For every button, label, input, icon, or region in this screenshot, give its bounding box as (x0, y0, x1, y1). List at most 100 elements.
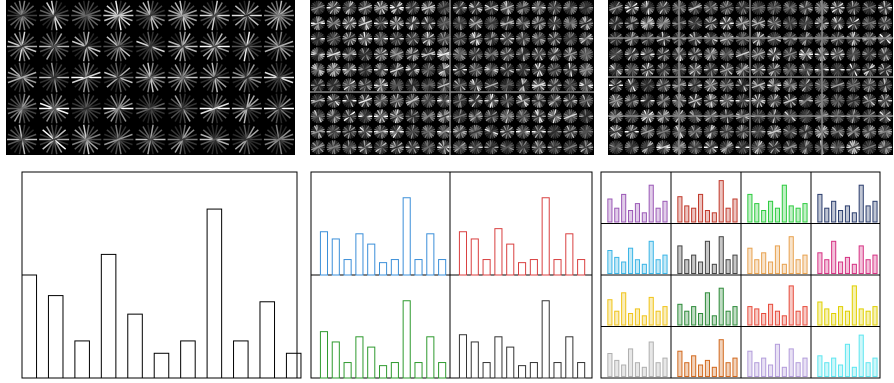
bar (733, 255, 737, 273)
bar (748, 248, 752, 273)
bar (530, 260, 537, 275)
bar (845, 311, 849, 325)
bar (663, 358, 667, 376)
bar (768, 201, 772, 222)
bar (320, 232, 327, 275)
bar (866, 260, 870, 274)
bar (656, 311, 660, 325)
bar (554, 260, 561, 275)
bar (692, 208, 696, 222)
bar (615, 360, 619, 376)
bar (566, 337, 573, 378)
bar (642, 213, 646, 222)
bar (845, 257, 849, 273)
bar (578, 260, 585, 275)
bar (48, 296, 63, 378)
bar (733, 358, 737, 376)
bar (649, 185, 653, 222)
bar (154, 353, 169, 378)
bar (845, 344, 849, 376)
bar (344, 363, 351, 378)
bar (635, 204, 639, 222)
bar (796, 208, 800, 222)
bar (748, 194, 752, 222)
bar (663, 255, 667, 273)
bar (628, 211, 632, 223)
bar (663, 307, 667, 325)
bar (712, 213, 716, 222)
figure (0, 0, 894, 383)
bar (628, 314, 632, 326)
bar (845, 206, 849, 222)
bar (818, 253, 822, 274)
bar (622, 293, 626, 325)
bar (866, 311, 870, 325)
bar (796, 363, 800, 377)
bar (712, 264, 716, 273)
bar (762, 314, 766, 326)
bar (852, 264, 856, 273)
bar (832, 241, 836, 273)
bar (459, 232, 466, 275)
bar (712, 316, 716, 325)
bar (608, 251, 612, 274)
bar (726, 311, 730, 325)
bar (663, 201, 667, 222)
bar (859, 335, 863, 376)
bar (838, 262, 842, 274)
bar (656, 208, 660, 222)
bar (818, 302, 822, 325)
bar (622, 262, 626, 274)
bar (719, 181, 723, 222)
bar (705, 241, 709, 273)
bar (628, 248, 632, 273)
bar (838, 307, 842, 325)
bar (642, 316, 646, 325)
bar (608, 300, 612, 325)
bar (726, 363, 730, 377)
bar (873, 201, 877, 222)
bar (796, 311, 800, 325)
bar (789, 237, 793, 274)
bar (838, 365, 842, 377)
bar (234, 341, 249, 378)
bar (698, 262, 702, 274)
bar (22, 275, 37, 378)
bar (678, 351, 682, 376)
bar (439, 260, 446, 275)
bar (656, 260, 660, 274)
bar (726, 208, 730, 222)
bar (356, 234, 363, 275)
bar (818, 194, 822, 222)
bar (483, 363, 490, 378)
bar (768, 304, 772, 325)
bar (332, 342, 339, 378)
bar (803, 358, 807, 376)
bar (207, 209, 222, 378)
bar (403, 301, 410, 378)
bar (719, 340, 723, 377)
bar (608, 199, 612, 222)
bar (803, 204, 807, 222)
bar (286, 353, 301, 378)
bar (678, 197, 682, 222)
bar (642, 264, 646, 273)
bar (852, 286, 856, 325)
bar (712, 367, 716, 376)
bar (852, 367, 856, 376)
bar (75, 341, 90, 378)
bar (128, 314, 143, 378)
bar (719, 237, 723, 274)
bar (755, 309, 759, 325)
bar (698, 314, 702, 326)
bar (692, 307, 696, 325)
bar (685, 206, 689, 222)
bar (832, 358, 836, 376)
bar (635, 363, 639, 377)
bar (566, 234, 573, 275)
bar (698, 365, 702, 377)
bar (818, 356, 822, 377)
bar (789, 286, 793, 325)
bar (775, 344, 779, 376)
bar (789, 206, 793, 222)
